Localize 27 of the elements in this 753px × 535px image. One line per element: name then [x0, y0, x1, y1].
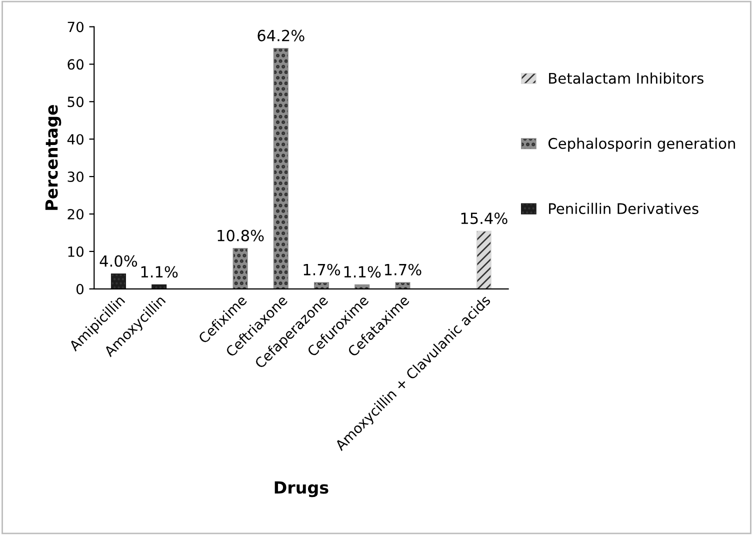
data-label: 64.2%: [258, 30, 304, 42]
y-tick-label: 70: [68, 22, 84, 32]
y-tick-label: 50: [68, 96, 84, 108]
bar: [232, 248, 248, 289]
data-label: 1.7%: [304, 264, 340, 276]
legend-label: Betalactam Inhibitors: [549, 72, 704, 84]
data-label: 15.4%: [461, 212, 508, 224]
legend-label: Cephalosporin generation: [548, 138, 735, 152]
y-tick-label: 40: [67, 134, 84, 145]
y-tick-label: 20: [68, 208, 84, 220]
y-tick-label: 60: [68, 59, 84, 70]
y-tick-label: 30: [68, 172, 84, 182]
bar: [314, 282, 330, 289]
bar: [273, 48, 288, 289]
bar: [110, 274, 126, 289]
data-label: 1.1%: [141, 266, 178, 278]
bar: [476, 230, 492, 289]
data-label: 4.0%: [100, 255, 138, 267]
bar: [395, 282, 410, 289]
data-label: 1.1%: [344, 266, 381, 278]
y-tick-label: 10: [68, 246, 84, 257]
y-axis-title: Percentage: [45, 105, 62, 210]
data-label: 10.8%: [218, 230, 264, 242]
legend-label: Penicillin Derivatives: [549, 202, 698, 214]
x-axis-title: Drugs: [274, 481, 328, 498]
data-label: 1.7%: [384, 264, 422, 276]
y-tick-label: 0: [76, 284, 84, 294]
